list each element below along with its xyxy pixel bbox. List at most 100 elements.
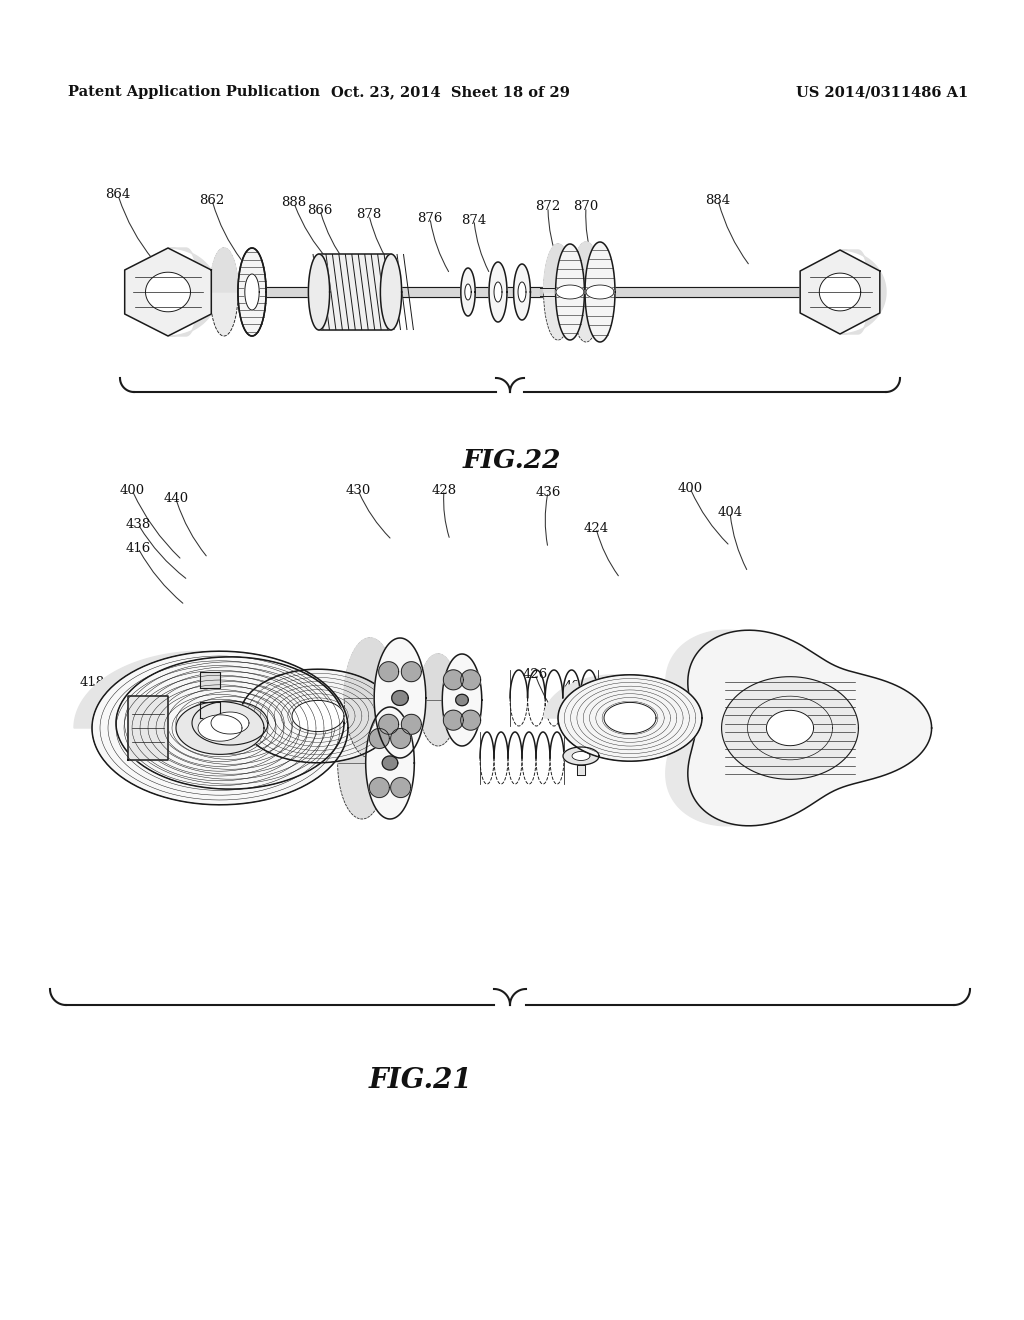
Text: Patent Application Publication: Patent Application Publication [68, 84, 319, 99]
Polygon shape [125, 248, 211, 337]
Polygon shape [465, 284, 471, 300]
Text: FIG.21: FIG.21 [369, 1067, 472, 1093]
Polygon shape [489, 261, 507, 322]
Polygon shape [572, 751, 590, 760]
Polygon shape [585, 242, 615, 342]
Polygon shape [688, 630, 932, 826]
Polygon shape [443, 669, 463, 690]
Text: 428: 428 [431, 483, 457, 496]
Polygon shape [160, 286, 860, 297]
Text: Oct. 23, 2014  Sheet 18 of 29: Oct. 23, 2014 Sheet 18 of 29 [331, 84, 569, 99]
Text: 430: 430 [345, 483, 371, 496]
Polygon shape [145, 272, 190, 312]
Polygon shape [518, 282, 526, 302]
Polygon shape [379, 661, 398, 681]
Text: 414: 414 [240, 669, 264, 682]
Polygon shape [210, 248, 238, 337]
Text: 436: 436 [536, 486, 561, 499]
Text: US 2014/0311486 A1: US 2014/0311486 A1 [796, 84, 968, 99]
Text: 402: 402 [563, 680, 589, 693]
Polygon shape [577, 766, 585, 775]
Polygon shape [418, 653, 481, 700]
Text: 888: 888 [282, 197, 306, 210]
Polygon shape [319, 253, 391, 330]
Text: 412: 412 [437, 668, 463, 681]
Polygon shape [604, 702, 656, 734]
Polygon shape [558, 675, 702, 762]
Text: 400: 400 [120, 483, 144, 496]
Polygon shape [210, 248, 266, 292]
Polygon shape [200, 702, 220, 718]
Text: 878: 878 [356, 209, 382, 222]
Polygon shape [571, 242, 615, 292]
Polygon shape [418, 653, 458, 746]
Polygon shape [556, 244, 585, 341]
Polygon shape [544, 675, 702, 718]
Polygon shape [240, 669, 396, 763]
Polygon shape [461, 710, 480, 730]
Polygon shape [461, 268, 475, 315]
Polygon shape [494, 282, 502, 302]
Text: 870: 870 [573, 201, 599, 214]
Text: 404: 404 [718, 506, 742, 519]
Polygon shape [401, 714, 421, 734]
Polygon shape [379, 714, 398, 734]
Polygon shape [666, 630, 790, 826]
Text: 884: 884 [706, 194, 730, 206]
Polygon shape [338, 708, 386, 818]
Polygon shape [380, 253, 401, 330]
Polygon shape [168, 248, 218, 337]
Text: 862: 862 [200, 194, 224, 206]
Polygon shape [766, 710, 814, 746]
Polygon shape [211, 711, 249, 734]
Polygon shape [128, 696, 168, 760]
Polygon shape [292, 701, 344, 731]
Text: 416: 416 [125, 541, 151, 554]
Polygon shape [116, 657, 344, 789]
Polygon shape [238, 248, 266, 337]
Polygon shape [200, 672, 220, 688]
Polygon shape [563, 747, 599, 766]
Text: 418: 418 [80, 676, 104, 689]
Text: 874: 874 [462, 214, 486, 227]
Polygon shape [392, 690, 409, 705]
Polygon shape [586, 285, 614, 300]
Text: 438: 438 [125, 517, 151, 531]
Polygon shape [370, 777, 389, 797]
Polygon shape [722, 677, 858, 779]
Polygon shape [193, 701, 268, 744]
Polygon shape [226, 669, 396, 715]
Text: 876: 876 [418, 211, 442, 224]
Polygon shape [245, 275, 259, 310]
Polygon shape [461, 669, 480, 690]
Polygon shape [401, 661, 421, 681]
Polygon shape [344, 638, 426, 698]
Polygon shape [544, 244, 585, 292]
Polygon shape [370, 729, 389, 748]
Text: 866: 866 [307, 203, 333, 216]
Text: 864: 864 [105, 189, 131, 202]
Polygon shape [338, 708, 415, 763]
Polygon shape [443, 710, 463, 730]
Polygon shape [556, 285, 584, 300]
Polygon shape [456, 694, 468, 706]
Text: 424: 424 [584, 521, 608, 535]
Polygon shape [442, 653, 481, 746]
Polygon shape [74, 651, 348, 729]
Polygon shape [514, 264, 530, 319]
Polygon shape [391, 777, 411, 797]
Polygon shape [366, 708, 415, 818]
Polygon shape [391, 729, 411, 748]
Text: 872: 872 [536, 201, 560, 214]
Polygon shape [382, 756, 397, 770]
Text: 410: 410 [333, 672, 357, 685]
Polygon shape [198, 715, 242, 742]
Polygon shape [540, 288, 570, 296]
Polygon shape [176, 702, 264, 755]
Polygon shape [562, 288, 578, 296]
Polygon shape [571, 242, 601, 342]
Polygon shape [840, 249, 886, 334]
Text: 426: 426 [522, 668, 548, 681]
Polygon shape [544, 244, 572, 341]
Polygon shape [374, 638, 426, 758]
